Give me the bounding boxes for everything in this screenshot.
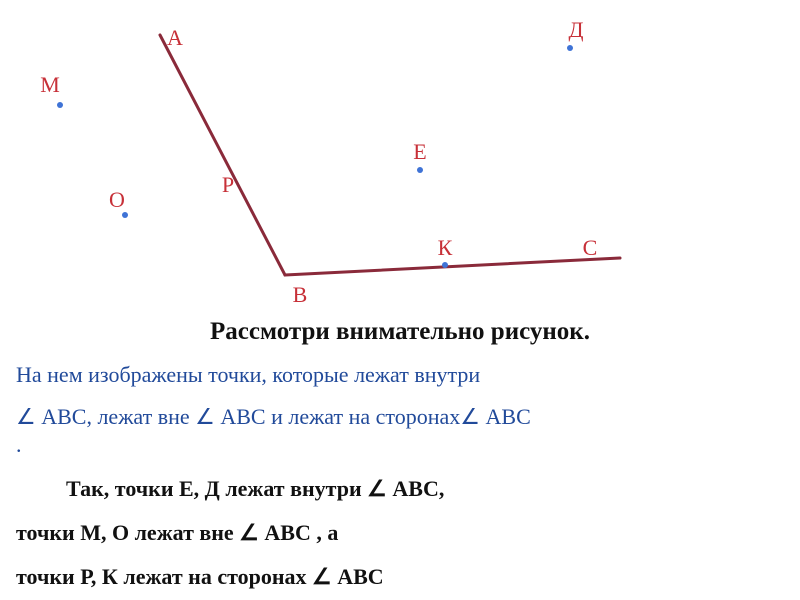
angle-diagram xyxy=(0,0,800,600)
point-d xyxy=(567,45,573,51)
point-e xyxy=(417,167,423,173)
text-line: ∠ АВС, лежат вне ∠ АВС и лежат на сторон… xyxy=(0,404,800,430)
point-m xyxy=(57,102,63,108)
label-c: С xyxy=(583,235,598,261)
point-k xyxy=(442,262,448,268)
text-line: Так, точки Е, Д лежат внутри ∠ АВС, xyxy=(0,476,800,502)
text-line: На нем изображены точки, которые лежат в… xyxy=(0,362,800,388)
label-p: Р xyxy=(222,172,234,198)
label-k: К xyxy=(438,235,453,261)
text-line: точки Р, К лежат на сторонах ∠ АВС xyxy=(0,564,800,590)
label-b: В xyxy=(293,282,308,308)
text-line: . xyxy=(0,432,800,458)
diagram-heading: Рассмотри внимательно рисунок. xyxy=(0,318,800,346)
label-e: Е xyxy=(413,139,426,165)
label-d: Д xyxy=(568,17,583,43)
label-m: М xyxy=(40,72,60,98)
text-line: точки М, О лежат вне ∠ АВС , а xyxy=(0,520,800,546)
label-a: А xyxy=(167,25,183,51)
label-o: О xyxy=(109,187,125,213)
slide-canvas: М О Р А В Е Д К С Рассмотри внимательно рисунок.… xyxy=(0,0,800,600)
